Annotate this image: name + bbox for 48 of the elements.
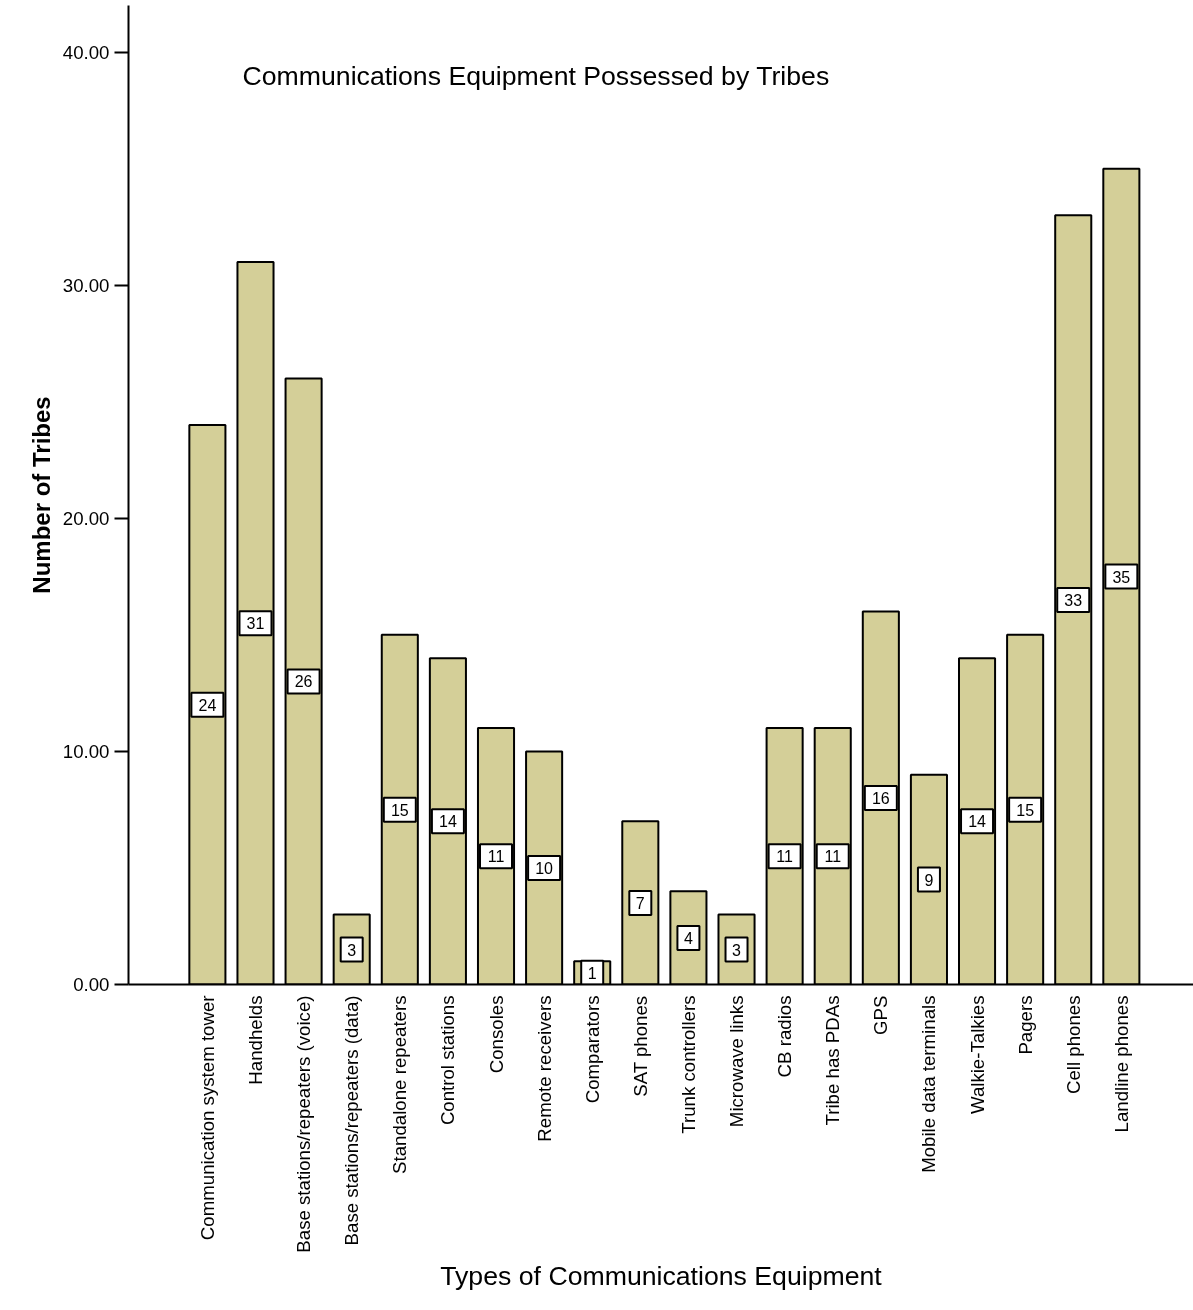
x-tick-label: Landline phones <box>1110 995 1132 1133</box>
data-label: 3 <box>732 941 742 959</box>
data-label: 16 <box>871 790 890 808</box>
data-label: 26 <box>294 673 313 691</box>
x-tick-label: Base stations/repeaters (voice) <box>293 995 315 1253</box>
x-tick-label: Handhelds <box>244 995 266 1085</box>
data-label: 3 <box>347 941 357 959</box>
data-label: 10 <box>535 859 554 877</box>
x-tick-label: Remote receivers <box>533 995 555 1142</box>
x-tick-label: Tribe has PDAs <box>822 995 844 1126</box>
y-tick-label: 10.00 <box>62 740 110 762</box>
data-label: 7 <box>635 894 645 912</box>
data-label: 14 <box>439 813 457 831</box>
x-tick-label: Consoles <box>485 995 507 1074</box>
y-tick-label: 20.00 <box>62 507 110 529</box>
x-tick-label: Control stations <box>437 995 459 1126</box>
x-tick-label: Cell phones <box>1062 995 1084 1095</box>
x-tick-label: Trunk controllers <box>677 995 699 1134</box>
x-tick-label: SAT phones <box>629 995 651 1097</box>
x-axis-title: Types of Communications Equipment <box>440 1260 883 1291</box>
x-tick-label: CB radios <box>774 995 796 1078</box>
data-label: 9 <box>924 871 934 889</box>
data-label: 14 <box>968 813 987 831</box>
text: Communications Equipment Possessed by Tribes <box>242 60 830 91</box>
x-tick-label: Comparators <box>581 995 603 1104</box>
x-tick-label: Standalone repeaters <box>389 995 411 1174</box>
y-tick-label: 30.00 <box>62 274 110 296</box>
y-axis-title: Number of Tribes <box>27 396 55 594</box>
y-tick-label: 40.00 <box>62 41 110 63</box>
data-label: 35 <box>1112 568 1131 586</box>
data-label: 4 <box>683 929 693 947</box>
data-label: 1 <box>587 964 597 982</box>
x-tick-label: Base stations/repeaters (data) <box>341 995 363 1246</box>
data-label: 31 <box>246 615 265 633</box>
data-label: 33 <box>1064 591 1083 609</box>
data-label: 15 <box>390 801 409 819</box>
x-tick-label: GPS <box>870 995 892 1035</box>
x-tick-label: Microwave links <box>726 995 748 1128</box>
x-tick-label: Pagers <box>1014 995 1036 1055</box>
x-tick-label: Walkie-Talkies <box>966 995 988 1115</box>
x-tick-label: Mobile data terminals <box>918 995 940 1173</box>
data-label: 15 <box>1016 801 1035 819</box>
x-tick-label: Communication system tower <box>196 995 218 1241</box>
data-label: 24 <box>198 696 217 714</box>
data-label: 11 <box>487 848 505 866</box>
data-label: 11 <box>776 848 794 866</box>
data-label: 11 <box>824 848 842 866</box>
y-tick-label: 0.00 <box>73 974 110 995</box>
